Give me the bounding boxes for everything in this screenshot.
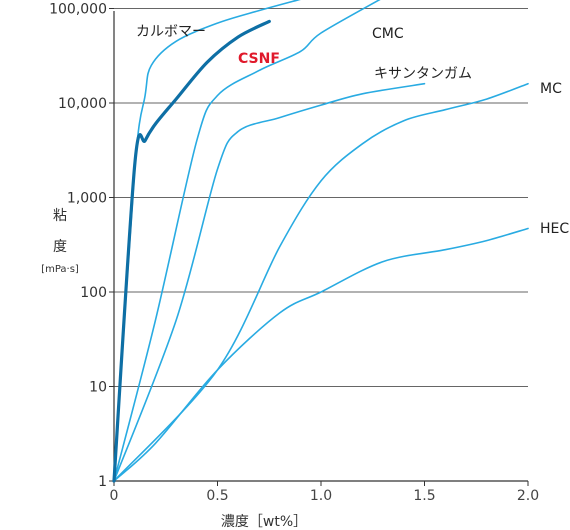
series-line-hec: [113, 227, 529, 482]
x-axis-title: 濃度［wt%］: [221, 514, 307, 530]
series-lines: [112, 0, 529, 483]
x-tick-label: 0: [110, 488, 119, 504]
series-line-カルボマー: [113, 0, 301, 482]
y-tick-label: 1,000: [67, 191, 107, 207]
x-tick-label: 1.0: [310, 488, 332, 504]
series-labels: カルボマー CSNF CMC キサンタンガム MC HEC: [136, 24, 569, 237]
series-label: MC: [540, 81, 562, 97]
y-axis-title-char-2: 度: [53, 239, 67, 255]
y-tick-label: 100,000: [49, 2, 107, 18]
x-tick-label: 0.5: [206, 488, 228, 504]
y-axis-unit: [mPa·s]: [41, 264, 79, 275]
series-label: カルボマー: [136, 24, 206, 40]
x-tick-label: 1.5: [413, 488, 435, 504]
y-axis-title-char-1: 粘: [53, 208, 67, 224]
series-line-cmc: [113, 0, 381, 482]
series-label: HEC: [540, 221, 569, 237]
series-line-キサンタンガム: [113, 82, 426, 482]
y-tick-label: 10: [89, 380, 107, 396]
series-label: CMC: [372, 26, 404, 42]
tick-labels: 1 10 100 1,000 10,000 100,000 0 0.5 1.0 1.5 2.0: [49, 2, 539, 505]
series-line-mc: [113, 82, 529, 482]
series-label: キサンタンガム: [374, 66, 472, 82]
y-tick-label: 100: [80, 285, 107, 301]
series-line-csnf: [112, 19, 271, 483]
series-label: CSNF: [238, 51, 280, 67]
y-tick-label: 10,000: [58, 96, 107, 112]
x-tick-label: 2.0: [517, 488, 539, 504]
y-tick-label: 1: [98, 474, 107, 490]
